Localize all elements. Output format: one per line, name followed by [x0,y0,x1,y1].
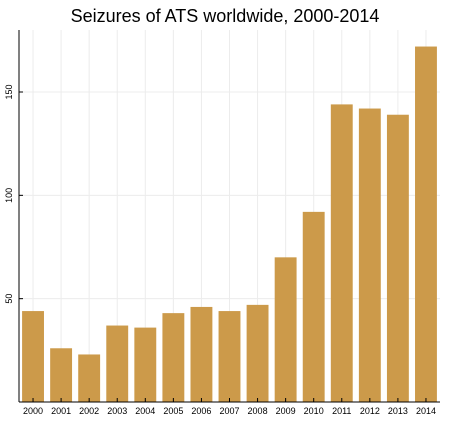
x-tick-label: 2005 [163,406,183,416]
x-tick-label: 2011 [332,406,351,416]
y-tick-label: 100 [4,188,14,203]
bar-2007 [218,311,241,402]
bar-2010 [302,211,325,402]
bar-2000 [22,311,44,402]
bar-2006 [190,306,213,402]
x-axis-ticks: 2000 2001 2002 2003 2004 2005 2006 2007 2008 2009… [23,398,436,416]
bar-2014 [415,46,437,403]
x-tick-label: 2008 [248,406,268,416]
bar-2013 [386,114,409,402]
y-axis-ticks: 50 100 150 [4,84,23,304]
bar-2002 [78,354,101,402]
x-tick-label: 2007 [219,406,239,416]
bar-2003 [106,325,129,402]
y-tick-label: 50 [4,294,14,304]
x-tick-label: 2001 [51,406,71,416]
x-tick-label: 2002 [79,406,99,416]
y-tick-label: 150 [4,84,14,99]
chart-title: Seizures of ATS worldwide, 2000-2014 [70,6,380,26]
bar-2012 [358,108,381,403]
bar-2011 [330,104,353,403]
x-tick-label: 2014 [416,406,436,416]
x-tick-label: 2006 [191,406,211,416]
x-tick-label: 2010 [304,406,324,416]
bar-2009 [274,257,297,402]
x-tick-label: 2009 [276,406,296,416]
bars [22,46,437,403]
bar-2008 [246,304,269,402]
x-tick-label: 2003 [107,406,127,416]
x-tick-label: 2004 [135,406,155,416]
bar-2004 [134,327,157,402]
bar-2001 [50,348,73,402]
x-tick-label: 2013 [388,406,408,416]
bar-2005 [162,313,185,402]
x-tick-label: 2000 [23,406,43,416]
x-tick-label: 2012 [360,406,380,416]
